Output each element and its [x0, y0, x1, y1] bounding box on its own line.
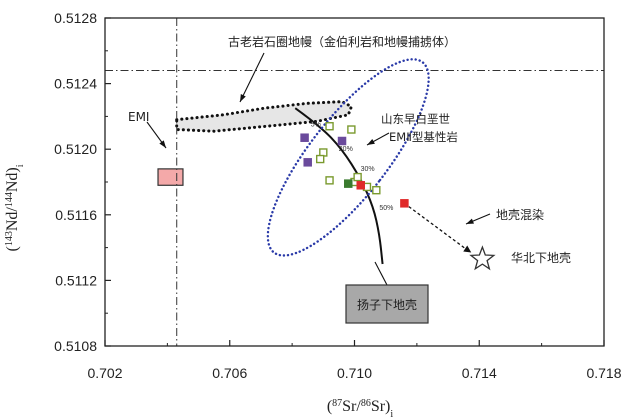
percent-label-0: 5% [311, 122, 321, 129]
data-point-s1-p0 [325, 122, 334, 131]
x-tick-label-1: 0.706 [212, 365, 247, 381]
emi-pointer-head [159, 140, 166, 148]
north-china-label: 华北下地壳 [511, 251, 571, 265]
data-point-s1-p1 [347, 125, 356, 134]
y-tick-label-3: 0.5120 [54, 141, 97, 157]
x-tick-label-4: 0.718 [586, 365, 621, 381]
x-tick-label-3: 0.714 [462, 365, 497, 381]
old-mantle-pointer-head [240, 94, 246, 102]
percent-label-3: 50% [379, 205, 393, 212]
north-china-star [469, 245, 496, 271]
y-axis-title: (143Nd/144Nd)i [4, 164, 26, 251]
x-tick-label-2: 0.710 [337, 365, 372, 381]
data-point-s0-p0 [300, 133, 309, 142]
yangtze-box: 扬子下地壳 [345, 284, 429, 324]
shandong-pointer-head [367, 138, 375, 145]
old-mantle-pointer-line [239, 52, 265, 103]
x-tick-label-0: 0.702 [87, 365, 122, 381]
data-point-s1-p8 [372, 185, 381, 195]
percent-label-1: 20% [339, 146, 353, 153]
y-tick-label-4: 0.5124 [54, 76, 97, 92]
data-point-s0-p2 [303, 158, 312, 167]
data-point-s0-p1 [337, 136, 347, 146]
old-mantle-label: 古老岩石圈地幔（金伯利岩和地幔捕掳体） [228, 34, 456, 49]
emi-box [157, 168, 184, 186]
emii-ellipse [266, 58, 430, 257]
data-point-s1-p6 [353, 172, 362, 182]
data-point-s2-p0 [344, 179, 353, 188]
yangtze-pointer [374, 261, 388, 286]
crust-mixing-label: 地壳混染 [496, 207, 544, 222]
y-tick-label-0: 0.5108 [54, 338, 97, 354]
shandong-label-line1: 山东早白垩世 [381, 112, 450, 126]
data-point-s3-p0 [356, 181, 365, 190]
crust-mixing-pointer-head [466, 218, 474, 224]
y-tick-label-2: 0.5116 [55, 207, 97, 223]
x-axis-title: (87Sr/86Sr)i [327, 398, 394, 419]
y-tick-label-5: 0.5128 [54, 10, 97, 26]
emi-label: EMI [128, 110, 149, 124]
old-mantle-field [175, 100, 354, 133]
data-point-s1-p3 [315, 154, 325, 164]
percent-label-2: 30% [361, 166, 375, 173]
crust-mixing-arrowhead [463, 245, 472, 253]
crust-mixing-arrow-line [404, 202, 470, 252]
shandong-label-line2: EMⅡ型基性岩 [389, 130, 458, 144]
data-point-s1-p4 [325, 176, 334, 185]
data-point-s3-p1 [400, 199, 409, 208]
yangtze-label: 扬子下地壳 [357, 297, 417, 312]
y-tick-label-1: 0.5112 [55, 272, 97, 288]
